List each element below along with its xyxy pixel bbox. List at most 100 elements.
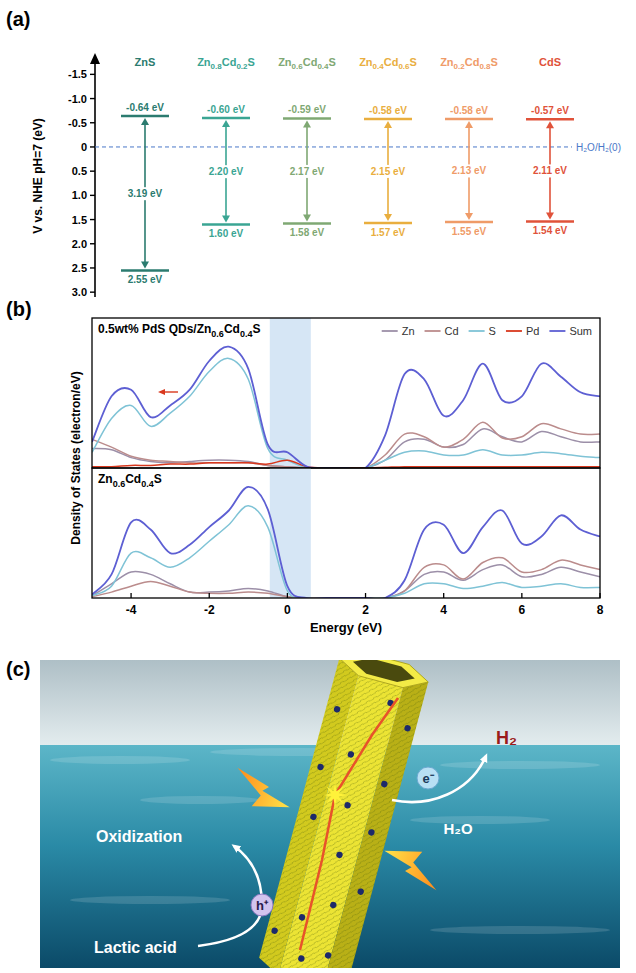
quantum-dot [404,724,412,732]
text-run: Pd [526,325,539,337]
cb-label: -0.59 eV [288,104,326,115]
label-ground [288,165,327,178]
shift-arrow-head [158,389,165,395]
text-run: 0.5 [72,165,87,177]
dos-line [92,460,600,468]
light-bolt [378,840,447,891]
text-run: 1.57 eV [371,227,406,238]
text-run: ZnS [135,56,156,68]
dos-line [92,358,600,468]
cb-label: -0.58 eV [369,105,407,116]
vb-level [121,269,169,272]
text-run: 8 [597,603,604,617]
text-run: -0.59 eV [288,104,326,115]
axis-arrow [90,53,100,64]
plot-frame [92,468,600,598]
text-run: H₂O [443,820,472,837]
vb-level [202,223,250,226]
quantum-dot [317,763,325,771]
text-run: Cd [465,56,480,68]
y-tick [90,74,95,75]
text-run: 0.4 [141,479,154,489]
wave [440,761,600,769]
x-tick [599,593,600,598]
vb-level [364,222,412,225]
material-name: Zn0.2Cd0.8S [440,56,498,71]
dos-line [92,557,600,598]
text-run: 2.55 eV [128,274,163,285]
cb-level [121,115,169,118]
shift-arrow [163,391,178,392]
text-run: Zn [402,325,415,337]
arrow-head [384,214,392,221]
text-run: (a) [6,8,30,30]
arrow-head [222,215,230,222]
reaction-arrow [392,756,486,802]
text-run: Lactic acid [94,939,177,956]
page: {"panel_a": {"letter": "(a)", "ylabel": … [0,0,636,973]
series-group [92,487,600,598]
x-axis-title: Energy (eV) [310,620,382,635]
y-tick-label: -1.0 [68,93,87,105]
reference-label: H₂O/H₂(0) [576,142,621,153]
material-name: Zn0.6Cd0.4S [278,56,336,71]
text-run: 1.5 [72,214,87,226]
legend-label: Cd [445,325,459,337]
text-run: S [248,56,255,68]
legend-swatch [425,330,441,332]
y-tick [90,146,95,147]
charge-path [300,698,398,950]
x-tick-label: -4 [126,603,137,617]
text-run: 0 [81,141,87,153]
text-run: 2.13 eV [452,165,487,176]
figure: (a)-1.5-1.0-0.500.51.01.52.02.53.0V vs. … [0,0,636,973]
text-run: e⁻ [422,771,434,786]
crystal-hole [351,660,417,686]
text-run: S [410,56,417,68]
text-run: 2.15 eV [371,166,406,177]
arrow-head [465,213,473,220]
text-run: -0.58 eV [369,105,407,116]
crystal-rim [336,660,431,694]
vb-level [526,220,574,223]
arrow-head [465,121,473,128]
y-tick-label: -1.5 [68,68,87,80]
legend-label: S [489,325,496,337]
crystal [256,660,431,968]
text-run: CdS [539,56,561,68]
y-tick-label: 2.0 [72,238,87,250]
panel-c: (c)e⁻H₂OH₂h⁺OxidizationLactic acid [6,647,620,973]
panel-letter: (b) [6,298,32,320]
light-bolt [227,768,296,819]
hole-label: h⁺ [256,898,269,913]
label-ground [126,187,165,200]
y-tick-label: 0.5 [72,165,87,177]
legend: ZnCdSPdSum [382,325,592,337]
illustration [40,660,620,968]
oxidation-label: Oxidization [96,828,182,845]
text-run: 3.0 [72,286,87,298]
vb-level [445,221,493,224]
excitation-star [323,783,347,807]
plot-title: Zn0.6Cd0.4S [98,472,162,489]
text-run: S [154,472,162,486]
crystal-texture [256,660,428,968]
plot-title: 0.5wt% PdS QDs/Zn0.6Cd0.4S [98,322,260,339]
text-run: Cd [303,56,318,68]
text-run: Zn [359,56,373,68]
x-tick [130,593,131,598]
vb-label: 1.54 eV [533,225,568,236]
text-run: 2.0 [72,238,87,250]
legend-label: Pd [526,325,539,337]
text-run: Density of States (electron/eV) [69,371,83,544]
material-column: Zn0.8Cd0.2S-0.60 eV1.60 eV2.20 eV [197,56,255,239]
electron-label: e⁻ [422,771,434,786]
panel-letter: (a) [6,8,30,30]
text-run: 0.2 [236,62,248,71]
y-tick-label: 1.0 [72,189,87,201]
cb-label: -0.57 eV [531,105,569,116]
quantum-dot [347,751,355,759]
x-tick-label: 8 [597,603,604,617]
material-name: CdS [539,56,561,68]
text-run: S [329,56,336,68]
